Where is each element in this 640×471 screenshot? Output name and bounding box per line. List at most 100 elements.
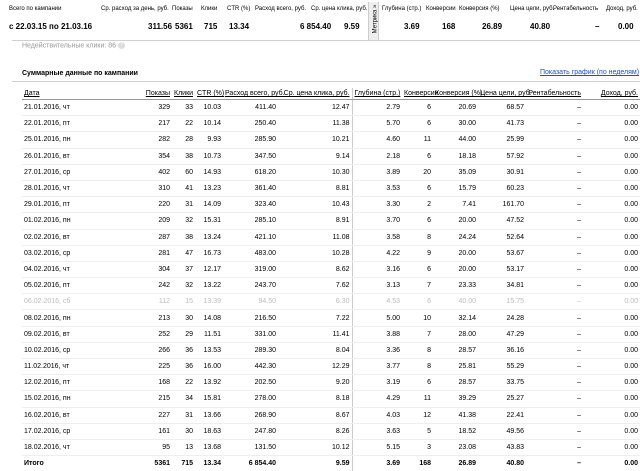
summary-cost-total: 6 854.40 xyxy=(300,22,332,31)
cell-date: 26.01.2016, вт xyxy=(22,148,135,165)
cell-depth: 3.70 xyxy=(351,212,402,230)
cell-cost-total: 289.30 xyxy=(223,342,278,360)
table-row: 17.02.2016, ср 161 30 18.63 247.80 8.26 3.63 5 1… xyxy=(22,423,640,440)
cell-goal-cost: 52.64 xyxy=(478,229,526,246)
cell-conv-rate: 35.09 xyxy=(433,164,478,181)
cell-ctr: 14.09 xyxy=(195,196,223,214)
cell-income: 0.00 xyxy=(583,293,640,311)
col-header-clicks[interactable]: Клики xyxy=(172,88,195,100)
cell-cost-total: 243.70 xyxy=(223,277,278,295)
table-row: 26.01.2016, вт 354 38 10.73 347.50 9.14 2.18 6 1… xyxy=(22,148,640,165)
question-icon[interactable]: ? xyxy=(118,42,126,49)
cell-goal-cost: 68.57 xyxy=(478,99,526,117)
cell-goal-cost: 47.52 xyxy=(478,212,526,230)
cell-date: 04.02.2016, чт xyxy=(22,261,135,279)
cell-profitability: – xyxy=(526,148,583,165)
col-header-profitability[interactable]: Рентабельность xyxy=(526,88,583,100)
cell-profitability: – xyxy=(526,423,583,440)
col-header-shows[interactable]: Показы xyxy=(135,88,172,100)
cell-conversions: 6 xyxy=(402,212,433,230)
cell-profitability: – xyxy=(526,99,583,117)
col-header-goal-cost[interactable]: Цена цели, руб. xyxy=(478,88,532,100)
campaign-daily-table: Дата Показы Клики CTR (%) Расход всего, … xyxy=(22,88,640,471)
cell-clicks: 31 xyxy=(172,407,195,424)
summary-income: 0.00 xyxy=(618,22,634,31)
show-graph-link[interactable]: Показать график (по неделям) xyxy=(540,69,640,76)
table-row: 18.02.2016, чт 95 13 13.68 131.50 10.12 5.15 3 2… xyxy=(22,439,640,457)
col-header-cost-total[interactable]: Расход всего, руб. xyxy=(223,88,285,100)
cell-conversions: 7 xyxy=(402,326,433,343)
cell-shows: 252 xyxy=(135,326,172,343)
cell-avg-cpc: 7.22 xyxy=(278,309,352,327)
cell-cost-total: 247.80 xyxy=(223,423,278,440)
cell-ctr: 16.73 xyxy=(195,245,223,262)
cell-conv-rate: 41.38 xyxy=(433,407,478,424)
cell-avg-cpc: 7.62 xyxy=(278,277,352,295)
cell-income: 0.00 xyxy=(583,455,640,471)
section-title: Суммарные данные по кампании xyxy=(22,70,138,77)
cell-avg-cpc: 9.59 xyxy=(278,455,352,471)
cell-goal-cost: 53.17 xyxy=(478,261,526,279)
cell-ctr: 18.63 xyxy=(195,423,223,440)
col-header-avg-cpc[interactable]: Ср. цена клика, руб. xyxy=(278,88,352,100)
cell-cost-total: 618.20 xyxy=(223,164,278,181)
cell-avg-cpc: 10.30 xyxy=(278,164,352,181)
metrika-toggle[interactable]: Метрика » xyxy=(368,2,379,40)
summary-shows: 5361 xyxy=(175,22,193,31)
cell-depth: 5.00 xyxy=(351,309,402,327)
cell-ctr: 15.81 xyxy=(195,390,223,408)
cell-avg-cpc: 10.28 xyxy=(278,245,352,262)
table-row: 29.01.2016, пт 220 31 14.09 323.40 10.43 3.30 2… xyxy=(22,196,640,214)
cell-ctr: 12.17 xyxy=(195,261,223,279)
cell-avg-cpc: 9.20 xyxy=(278,374,352,392)
cell-profitability: – xyxy=(526,326,583,343)
cell-cost-total: 411.40 xyxy=(223,99,278,117)
cell-conv-rate: 23.08 xyxy=(433,439,478,457)
cell-cost-total: 216.50 xyxy=(223,309,278,327)
cell-depth: 3.30 xyxy=(351,196,402,214)
cell-conv-rate: 44.00 xyxy=(433,131,478,149)
cell-date: 27.01.2016, ср xyxy=(22,164,135,181)
cell-cost-total: 131.50 xyxy=(223,439,278,457)
summary-header-income: Доход, руб. xyxy=(606,6,638,12)
cell-income: 0.00 xyxy=(583,309,640,327)
col-header-conv-rate[interactable]: Конверсия (%) xyxy=(433,88,482,100)
cell-ctr: 13.53 xyxy=(195,342,223,360)
cell-ctr: 13.39 xyxy=(195,293,223,311)
cell-goal-cost: 25.99 xyxy=(478,131,526,149)
cell-shows: 227 xyxy=(135,407,172,424)
cell-profitability: – xyxy=(526,164,583,181)
cell-goal-cost: 49.56 xyxy=(478,423,526,440)
cell-clicks: 715 xyxy=(172,455,195,471)
cell-date: 02.02.2016, вт xyxy=(22,229,135,246)
cell-profitability: – xyxy=(526,212,583,230)
cell-depth: 2.18 xyxy=(351,148,402,165)
cell-depth: 4.60 xyxy=(351,131,402,149)
cell-goal-cost: 24.28 xyxy=(478,309,526,327)
cell-clicks: 31 xyxy=(172,196,195,214)
cell-cost-total: 323.40 xyxy=(223,196,278,214)
cell-shows: 217 xyxy=(135,115,172,133)
summary-header-cost-total: Расход всего, руб. xyxy=(255,6,307,12)
col-header-depth[interactable]: Глубина (стр.) xyxy=(351,88,402,100)
cell-clicks: 30 xyxy=(172,423,195,440)
cell-clicks: 34 xyxy=(172,390,195,408)
cell-conv-rate: 20.69 xyxy=(433,99,478,117)
cell-conv-rate: 7.41 xyxy=(433,196,478,214)
col-header-conversions[interactable]: Конверсии xyxy=(402,88,439,100)
summary-header-goal-cost: Цена цели, руб. xyxy=(510,6,555,12)
cell-conversions: 5 xyxy=(402,423,433,440)
cell-conv-rate: 20.00 xyxy=(433,212,478,230)
col-header-income[interactable]: Доход, руб. xyxy=(583,88,640,100)
table-header-row: Дата Показы Клики CTR (%) Расход всего, … xyxy=(22,88,640,100)
summary-header-avg-cpc: Ср. цена клика, руб. xyxy=(311,6,368,12)
cell-cost-total: 361.40 xyxy=(223,180,278,198)
cell-income: 0.00 xyxy=(583,439,640,457)
col-header-ctr[interactable]: CTR (%) xyxy=(195,88,224,100)
cell-depth: 2.79 xyxy=(351,99,402,117)
cell-conversions: 20 xyxy=(402,164,433,181)
cell-conv-rate: 39.29 xyxy=(433,390,478,408)
cell-avg-cpc: 8.62 xyxy=(278,261,352,279)
cell-date: 12.02.2016, пт xyxy=(22,374,135,392)
col-header-date[interactable]: Дата xyxy=(22,88,135,100)
